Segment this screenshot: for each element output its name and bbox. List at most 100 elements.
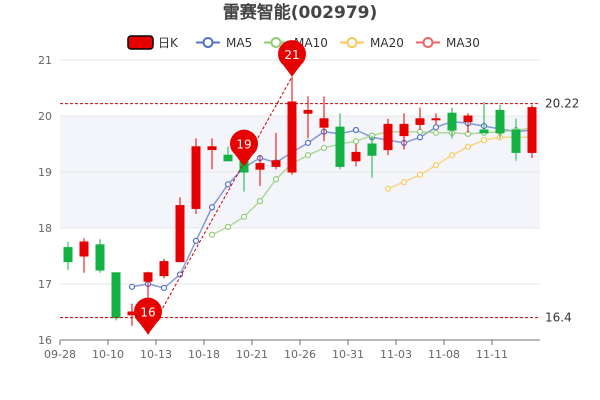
- legend-label: MA30: [446, 36, 480, 50]
- ma-point: [304, 152, 312, 159]
- candle: [111, 272, 121, 321]
- pin-shape: [230, 129, 258, 167]
- legend: 日K MA5 MA10 MA20 MA30: [127, 35, 480, 50]
- x-tick-label: 10-21: [236, 348, 268, 361]
- candle: [399, 113, 409, 150]
- legend-item-ma30: MA30: [416, 36, 480, 50]
- pin-marker: 21: [278, 40, 306, 77]
- pin-label: 16: [140, 305, 155, 319]
- candle-body: [223, 154, 233, 162]
- legend-candle-swatch: [127, 35, 154, 50]
- ma-point: [416, 134, 424, 141]
- y-tick-label: 18: [38, 222, 52, 235]
- candle-body: [463, 115, 473, 123]
- ma-point: [192, 237, 200, 244]
- candle: [191, 138, 201, 214]
- candle: [255, 155, 265, 186]
- reference-line: 20.22: [60, 97, 579, 111]
- ma-point: [480, 136, 488, 144]
- x-tick-label: 10-10: [92, 348, 124, 361]
- candle: [95, 239, 105, 273]
- x-tick-label: 09-28: [44, 348, 76, 361]
- y-tick-label: 16: [38, 334, 52, 347]
- ma-point: [352, 126, 360, 134]
- legend-marker-swatch: [202, 37, 214, 48]
- reference-line-label: 16.4: [545, 311, 572, 325]
- legend-label: 日K: [158, 36, 179, 50]
- candle-body: [335, 126, 345, 167]
- ma-point: [304, 139, 312, 146]
- x-tick-label: 10-26: [284, 348, 316, 361]
- candle-body: [399, 123, 409, 137]
- ma-point: [416, 171, 424, 178]
- legend-marker-swatch: [270, 37, 282, 48]
- ma-point: [208, 231, 216, 238]
- candle-body: [511, 129, 521, 153]
- reference-line-label: 20.22: [545, 97, 579, 111]
- chart-title: 雷赛智能(002979): [223, 2, 378, 23]
- x-tick-label: 10-13: [140, 348, 172, 361]
- ma-point: [256, 198, 264, 205]
- candle-body: [111, 272, 121, 319]
- ma-point: [352, 138, 360, 145]
- candle: [175, 197, 185, 263]
- candle-body: [79, 241, 89, 257]
- candle: [159, 258, 169, 279]
- candle-body: [287, 101, 297, 173]
- candle-body: [271, 160, 281, 167]
- candle-body: [383, 123, 393, 151]
- candle: [495, 104, 505, 139]
- pin-label: 21: [284, 48, 299, 62]
- candle-body: [447, 112, 457, 131]
- legend-marker-swatch: [346, 37, 358, 48]
- trend-line: [147, 76, 293, 335]
- ma-point: [384, 185, 392, 192]
- legend-marker-swatch: [422, 37, 434, 48]
- candle: [287, 76, 297, 175]
- candle: [63, 242, 73, 270]
- candle: [431, 113, 441, 125]
- x-tick-label: 10-18: [188, 348, 220, 361]
- ma-point: [464, 143, 472, 150]
- candle: [415, 107, 425, 130]
- ma-point: [128, 283, 136, 290]
- candle-body: [431, 118, 441, 121]
- ma-point: [432, 129, 440, 136]
- ma-point: [448, 152, 456, 159]
- candle: [207, 138, 217, 170]
- legend-label: MA5: [226, 36, 252, 50]
- axes: 16 17 18 19 20 21 09-28 10-10 10-13 10-18 10-21 10-…: [38, 54, 540, 361]
- y-tick-label: 21: [38, 54, 52, 67]
- x-tick-label: 11-03: [380, 348, 412, 361]
- y-tick-label: 19: [38, 166, 52, 179]
- candle: [367, 135, 377, 178]
- gridlines: [60, 59, 540, 285]
- x-tick-label: 11-08: [428, 348, 460, 361]
- candle-body: [63, 247, 73, 263]
- candle: [527, 104, 537, 158]
- candle-body: [143, 272, 153, 282]
- pin-shape: [278, 40, 306, 77]
- candle-body: [319, 118, 329, 128]
- markers: 16 19 21: [134, 40, 306, 335]
- legend-item-ma5: MA5: [196, 36, 252, 50]
- candle-body: [303, 109, 313, 114]
- x-tick-label: 11-11: [476, 348, 508, 361]
- ma-point: [272, 176, 280, 183]
- candle: [79, 238, 89, 273]
- candle: [447, 107, 457, 139]
- pin-marker: 19: [230, 129, 258, 167]
- candle-body: [495, 109, 505, 134]
- ma-point: [160, 284, 168, 292]
- candle: [463, 113, 473, 133]
- candle-body: [159, 261, 169, 277]
- candle: [319, 96, 329, 142]
- candle-body: [479, 129, 489, 134]
- candle-body: [367, 143, 377, 156]
- legend-item-日k: 日K: [127, 35, 179, 50]
- ma-point: [400, 178, 408, 186]
- candle-body: [175, 205, 185, 263]
- ma-line: [387, 136, 532, 190]
